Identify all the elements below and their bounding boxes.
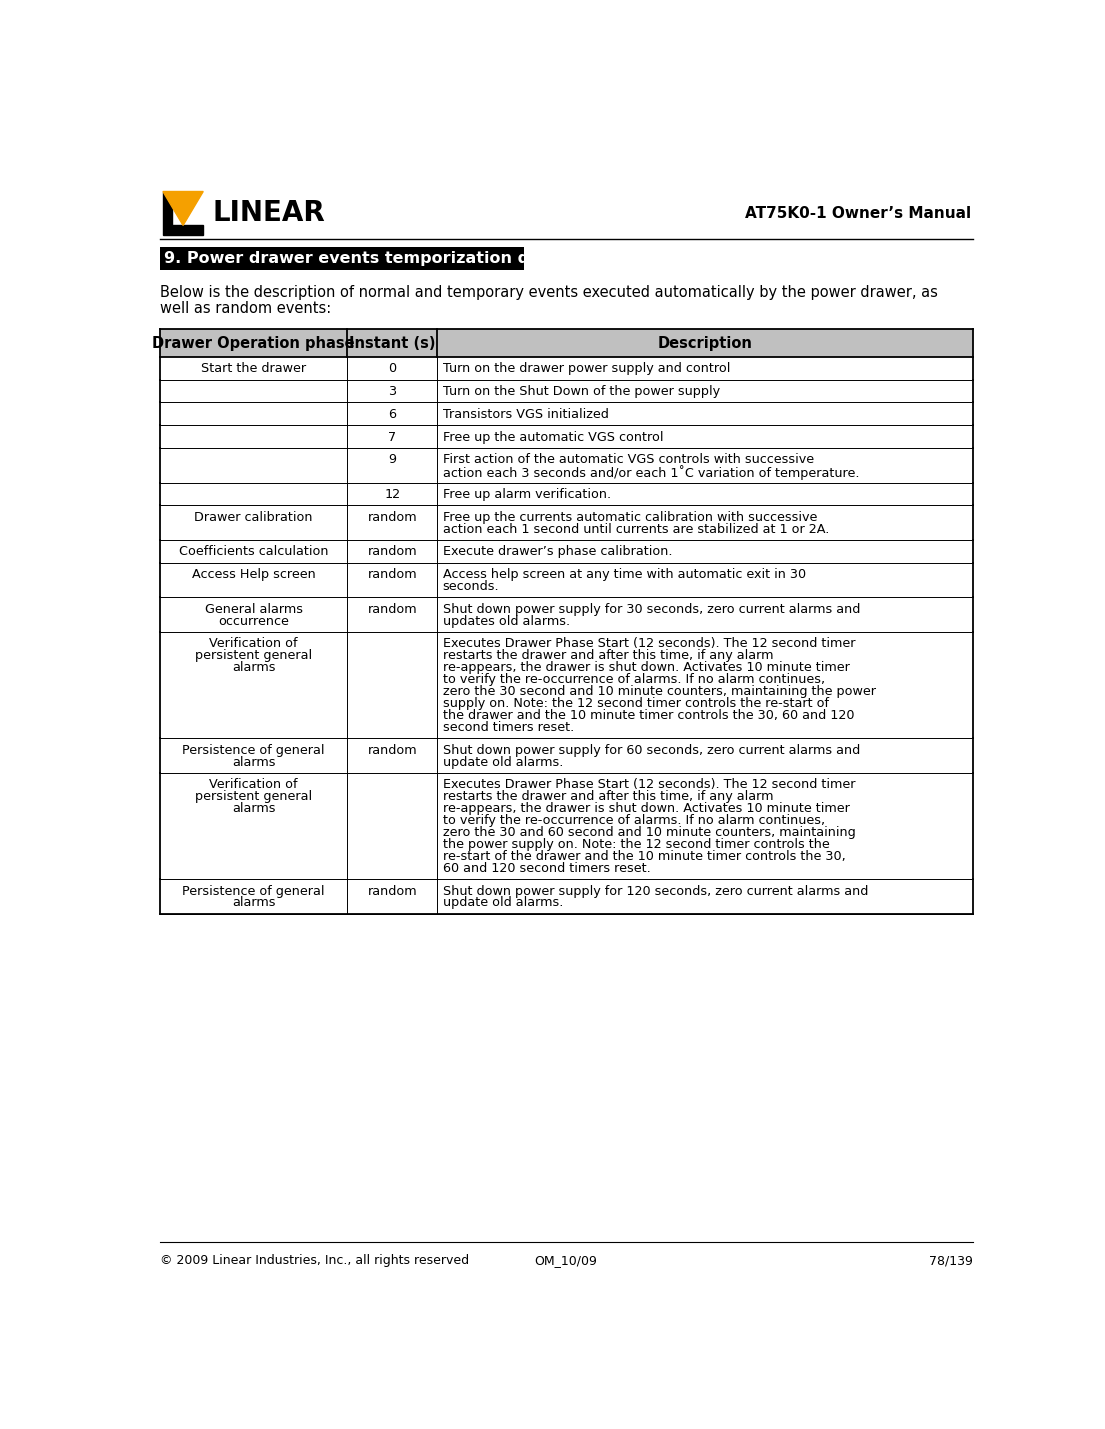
Text: © 2009 Linear Industries, Inc., all rights reserved: © 2009 Linear Industries, Inc., all righ…	[160, 1255, 469, 1268]
Polygon shape	[162, 191, 203, 226]
Bar	[160, 329, 972, 357]
Text: occurrence: occurrence	[218, 614, 290, 627]
Text: Below is the description of normal and temporary events executed automatically b: Below is the description of normal and t…	[160, 286, 938, 300]
Text: 7: 7	[388, 430, 397, 443]
Text: alarms: alarms	[232, 662, 275, 674]
Text: action each 3 seconds and/or each 1˚C variation of temperature.: action each 3 seconds and/or each 1˚C va…	[443, 466, 860, 480]
Text: Persistence of general: Persistence of general	[182, 743, 325, 756]
Text: alarms: alarms	[232, 802, 275, 815]
Text: alarms: alarms	[232, 756, 275, 769]
Text: 78/139: 78/139	[929, 1255, 972, 1268]
Text: Access help screen at any time with automatic exit in 30: Access help screen at any time with auto…	[443, 569, 806, 582]
Text: second timers reset.: second timers reset.	[443, 720, 573, 735]
Text: random: random	[368, 743, 418, 756]
Text: Shut down power supply for 30 seconds, zero current alarms and: Shut down power supply for 30 seconds, z…	[443, 603, 860, 616]
Text: action each 1 second until currents are stabilized at 1 or 2A.: action each 1 second until currents are …	[443, 523, 829, 536]
Bar	[160, 247, 524, 270]
Text: update old alarms.: update old alarms.	[443, 896, 564, 909]
Text: updates old alarms.: updates old alarms.	[443, 614, 570, 627]
Text: Start the drawer: Start the drawer	[201, 363, 306, 376]
Text: Free up alarm verification.: Free up alarm verification.	[443, 487, 611, 502]
Text: to verify the re-occurrence of alarms. If no alarm continues,: to verify the re-occurrence of alarms. I…	[443, 815, 824, 827]
Text: 9: 9	[388, 453, 397, 466]
Text: Coefficients calculation: Coefficients calculation	[179, 546, 328, 559]
Text: persistent general: persistent general	[196, 649, 313, 662]
Text: 6: 6	[388, 407, 397, 422]
Text: 60 and 120 second timers reset.: 60 and 120 second timers reset.	[443, 862, 651, 875]
Text: Executes Drawer Phase Start (12 seconds). The 12 second timer: Executes Drawer Phase Start (12 seconds)…	[443, 779, 855, 792]
Text: Free up the automatic VGS control: Free up the automatic VGS control	[443, 430, 663, 443]
Text: Drawer Operation phase: Drawer Operation phase	[152, 336, 355, 350]
Text: 12: 12	[385, 487, 400, 502]
Text: LINEAR: LINEAR	[212, 199, 325, 227]
Text: random: random	[368, 569, 418, 582]
Bar	[160, 180, 208, 229]
Text: random: random	[368, 546, 418, 559]
Text: well as random events:: well as random events:	[160, 302, 332, 316]
Text: Access Help screen: Access Help screen	[192, 569, 315, 582]
Text: Execute drawer’s phase calibration.: Execute drawer’s phase calibration.	[443, 546, 672, 559]
Text: the power supply on. Note: the 12 second timer controls the: the power supply on. Note: the 12 second…	[443, 837, 830, 850]
Text: Turn on the Shut Down of the power supply: Turn on the Shut Down of the power suppl…	[443, 386, 719, 399]
Text: Transistors VGS initialized: Transistors VGS initialized	[443, 407, 609, 422]
Text: Instant (s): Instant (s)	[349, 336, 435, 350]
Text: supply on. Note: the 12 second timer controls the re-start of: supply on. Note: the 12 second timer con…	[443, 697, 829, 710]
Text: Description: Description	[657, 336, 753, 350]
Text: re-appears, the drawer is shut down. Activates 10 minute timer: re-appears, the drawer is shut down. Act…	[443, 662, 850, 674]
Text: Shut down power supply for 120 seconds, zero current alarms and: Shut down power supply for 120 seconds, …	[443, 885, 869, 897]
Text: Drawer calibration: Drawer calibration	[194, 510, 313, 523]
Text: random: random	[368, 510, 418, 523]
Text: Verification of: Verification of	[209, 779, 298, 792]
Text: update old alarms.: update old alarms.	[443, 756, 564, 769]
Text: random: random	[368, 885, 418, 897]
Text: zero the 30 and 60 second and 10 minute counters, maintaining: zero the 30 and 60 second and 10 minute …	[443, 826, 855, 839]
Text: restarts the drawer and after this time, if any alarm: restarts the drawer and after this time,…	[443, 649, 774, 662]
Text: restarts the drawer and after this time, if any alarm: restarts the drawer and after this time,…	[443, 790, 774, 803]
Text: AT75K0-1 Owner’s Manual: AT75K0-1 Owner’s Manual	[745, 206, 971, 220]
Text: Free up the currents automatic calibration with successive: Free up the currents automatic calibrati…	[443, 510, 817, 523]
Text: First action of the automatic VGS controls with successive: First action of the automatic VGS contro…	[443, 453, 813, 466]
Text: zero the 30 second and 10 minute counters, maintaining the power: zero the 30 second and 10 minute counter…	[443, 684, 875, 699]
Text: 9. Power drawer events temporization diagram: 9. Power drawer events temporization dia…	[164, 252, 592, 266]
Text: General alarms: General alarms	[204, 603, 303, 616]
Text: Verification of: Verification of	[209, 637, 298, 650]
Text: re-start of the drawer and the 10 minute timer controls the 30,: re-start of the drawer and the 10 minute…	[443, 850, 845, 863]
Text: Turn on the drawer power supply and control: Turn on the drawer power supply and cont…	[443, 363, 730, 376]
Text: alarms: alarms	[232, 896, 275, 909]
Text: to verify the re-occurrence of alarms. If no alarm continues,: to verify the re-occurrence of alarms. I…	[443, 673, 824, 686]
Text: Executes Drawer Phase Start (12 seconds). The 12 second timer: Executes Drawer Phase Start (12 seconds)…	[443, 637, 855, 650]
Text: Shut down power supply for 60 seconds, zero current alarms and: Shut down power supply for 60 seconds, z…	[443, 743, 860, 756]
Text: seconds.: seconds.	[443, 580, 499, 593]
Text: the drawer and the 10 minute timer controls the 30, 60 and 120: the drawer and the 10 minute timer contr…	[443, 709, 854, 722]
Text: persistent general: persistent general	[196, 790, 313, 803]
Text: random: random	[368, 603, 418, 616]
Text: re-appears, the drawer is shut down. Activates 10 minute timer: re-appears, the drawer is shut down. Act…	[443, 802, 850, 815]
Text: OM_10/09: OM_10/09	[535, 1255, 598, 1268]
Polygon shape	[162, 191, 203, 234]
Text: 3: 3	[388, 386, 397, 399]
Text: 0: 0	[388, 363, 397, 376]
Text: Persistence of general: Persistence of general	[182, 885, 325, 897]
